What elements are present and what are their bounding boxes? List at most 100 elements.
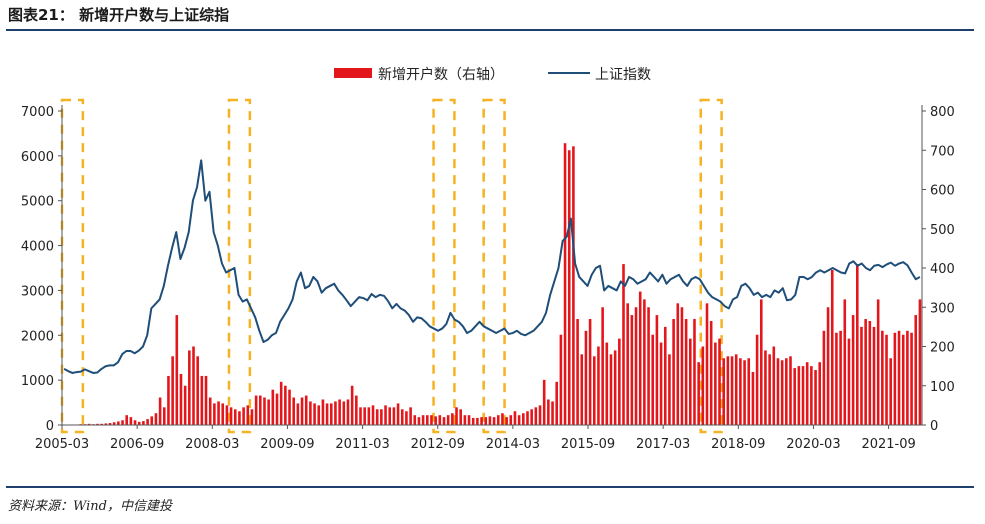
- bar-mark: [434, 416, 437, 425]
- bar-mark: [296, 403, 300, 425]
- left-tick-label: 6000: [21, 150, 54, 165]
- bar-mark: [313, 403, 316, 425]
- legend-bar-label: 新增开户数（右轴）: [378, 66, 504, 83]
- bar-mark: [288, 389, 291, 425]
- bar-mark: [380, 409, 383, 425]
- bar-mark: [772, 346, 776, 425]
- bar-mark: [630, 315, 634, 425]
- bar-mark: [697, 362, 700, 425]
- bar-mark: [797, 366, 801, 426]
- bar-mark: [868, 320, 872, 425]
- x-tick-label: 2021-09: [861, 437, 915, 452]
- bar-mark: [851, 315, 855, 425]
- bar-mark: [400, 409, 404, 425]
- bar-mark: [689, 338, 692, 425]
- bar-mark: [718, 338, 721, 425]
- bar-mark: [810, 366, 813, 426]
- bar-mark: [467, 415, 471, 425]
- bar-mark: [392, 407, 396, 425]
- bar-mark: [225, 405, 229, 426]
- bar-mark: [618, 338, 621, 425]
- bar-mark: [417, 417, 421, 425]
- bar-mark: [242, 407, 245, 425]
- bar-mark: [321, 399, 325, 425]
- bar-mark: [284, 385, 287, 425]
- bar-mark: [910, 332, 913, 425]
- bar-mark: [759, 299, 763, 425]
- bar-mark: [396, 403, 400, 425]
- bar-mark: [613, 350, 617, 425]
- x-tick-label: 2018-09: [711, 437, 765, 452]
- bar-mark: [551, 401, 554, 425]
- bar-mark: [563, 143, 567, 425]
- bar-mark: [680, 307, 684, 425]
- bar-mark: [830, 269, 834, 425]
- right-tick-label: 0: [930, 419, 938, 434]
- bar-mark: [204, 375, 208, 425]
- bar-mark: [263, 397, 266, 425]
- bar-mark: [814, 370, 817, 425]
- bar-mark: [213, 403, 216, 425]
- bar-mark: [897, 330, 901, 425]
- x-tick-label: 2015-09: [561, 437, 615, 452]
- right-tick-label: 400: [930, 262, 955, 277]
- bar-mark: [350, 385, 354, 425]
- bar-mark: [843, 299, 847, 425]
- bar-mark: [881, 330, 884, 425]
- bar-mark: [755, 334, 759, 425]
- x-tick-label: 2011-03: [335, 437, 389, 452]
- bar-mark: [576, 319, 579, 425]
- bar-mark: [776, 358, 780, 425]
- right-tick-label: 600: [930, 184, 955, 199]
- bar-mark: [893, 332, 897, 425]
- bar-mark: [709, 320, 713, 425]
- highlight-box: [482, 98, 506, 434]
- bar-mark: [421, 415, 425, 425]
- bar-mark: [246, 405, 250, 426]
- bar-mark: [818, 362, 822, 425]
- bar-mark: [864, 319, 867, 425]
- bar-mark: [367, 407, 371, 425]
- bar-mark: [304, 395, 308, 425]
- highlight-box: [60, 98, 85, 434]
- bar-mark: [342, 401, 346, 425]
- bar-mark: [705, 303, 709, 425]
- bar-mark: [371, 405, 375, 426]
- bar-mark: [547, 399, 550, 425]
- bar-mark: [847, 338, 851, 425]
- bar-mark: [584, 330, 588, 425]
- bar-mark: [655, 315, 659, 425]
- bar-mark: [175, 315, 179, 425]
- top-rule: [6, 29, 974, 31]
- bar-mark: [651, 334, 655, 425]
- bar-mark: [488, 416, 492, 425]
- bar-mark: [359, 407, 362, 425]
- bar-mark: [860, 326, 863, 426]
- bar-mark: [672, 319, 675, 425]
- bar-mark: [325, 403, 329, 425]
- bar-mark: [588, 319, 592, 425]
- bar-mark: [739, 358, 742, 425]
- right-tick-label: 300: [930, 301, 955, 316]
- bar-mark: [789, 356, 792, 425]
- bar-mark: [785, 358, 788, 425]
- bar-mark: [150, 416, 154, 425]
- bar-mark: [271, 389, 275, 425]
- bar-mark: [455, 407, 458, 425]
- right-tick-label: 800: [930, 105, 955, 120]
- bar-mark: [889, 358, 892, 425]
- bar-mark: [384, 405, 387, 426]
- chart-title: 图表21： 新增开户数与上证综指: [8, 6, 230, 24]
- bar-mark: [676, 303, 680, 425]
- bar-mark: [601, 307, 604, 425]
- bar-mark: [179, 373, 183, 425]
- bar-mark: [409, 407, 412, 425]
- bar-mark: [572, 146, 575, 425]
- bar-mark: [780, 360, 784, 425]
- bar-mark: [334, 401, 337, 425]
- legend-line-label: 上证指数: [595, 67, 651, 83]
- bar-mark: [876, 299, 880, 425]
- bar-mark: [538, 405, 542, 426]
- bar-mark: [634, 307, 638, 425]
